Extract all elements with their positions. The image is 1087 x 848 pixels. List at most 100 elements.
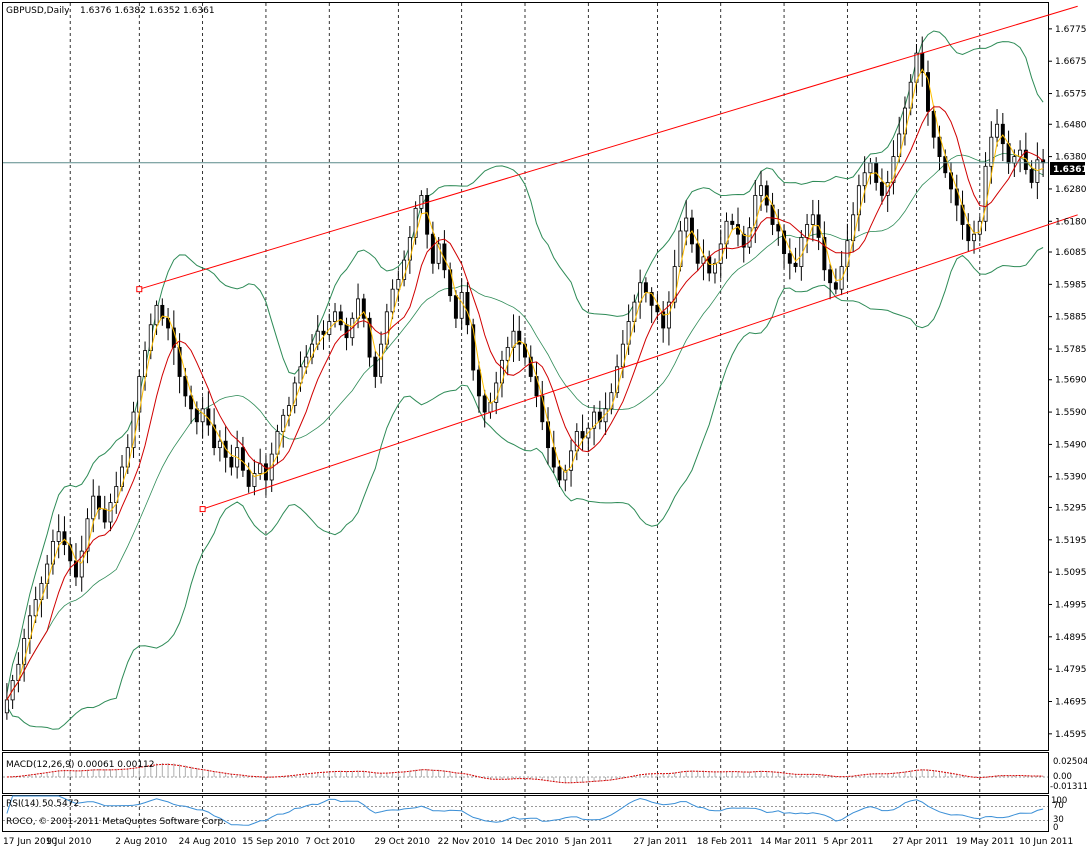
candle-body (989, 136, 994, 167)
candle-body (741, 233, 746, 248)
candle-body (33, 599, 38, 617)
candle-body (569, 450, 574, 471)
time-tick-label: 22 Nov 2010 (438, 837, 496, 847)
candle-body (200, 408, 205, 423)
price-tick-label: 1.5590 (1055, 408, 1087, 418)
price-tick-label: 1.6280 (1055, 185, 1087, 195)
candle-body (189, 395, 194, 410)
price-tick-label: 1.5785 (1055, 345, 1087, 355)
macd-series (3, 763, 1048, 784)
rsi-axis-70: 70 (1053, 801, 1064, 811)
bollinger-bands (6, 30, 1044, 730)
rsi-panel[interactable] (2, 795, 1049, 832)
price-tick-label: 1.5985 (1055, 280, 1087, 290)
candle-body (1018, 149, 1023, 158)
candle-body (1035, 159, 1040, 183)
candle-body (4, 699, 9, 714)
candle-body (471, 324, 476, 371)
candle-body (292, 382, 297, 407)
candle-body (246, 469, 251, 487)
macd-signal-line (6, 763, 1044, 784)
candle-body (85, 518, 90, 552)
ma-fast-line (6, 68, 1044, 701)
rsi-label: RSI(14) 50.5472 (6, 799, 79, 809)
candle-body (177, 346, 182, 377)
time-tick-label: 9 Jul 2010 (46, 837, 91, 847)
price-tick-label: 1.6775 (1055, 25, 1087, 35)
time-tick-label: 15 Sep 2010 (242, 837, 299, 847)
candle-body (252, 473, 257, 487)
candle-body (390, 288, 395, 313)
candle-body (476, 369, 481, 397)
channel-upper (139, 5, 1078, 290)
time-tick-label: 18 Feb 2011 (697, 837, 753, 847)
candle-body (56, 531, 61, 542)
candle-body (563, 469, 568, 481)
ma-slow-line (6, 106, 1044, 701)
price-tick-label: 1.5490 (1055, 440, 1087, 450)
candle-body (1012, 156, 1017, 164)
candle-body (597, 411, 602, 423)
candle-body (926, 72, 930, 112)
candle-body (430, 233, 435, 264)
candle-body (643, 282, 648, 293)
candle-body (425, 195, 430, 235)
candle-body (747, 227, 752, 248)
candle-body (684, 217, 689, 232)
price-channel (136, 5, 1078, 513)
candle-body (557, 466, 562, 481)
candle-body (459, 292, 464, 319)
candle-body (304, 356, 309, 368)
macd-panel[interactable] (2, 752, 1049, 794)
candle-body (551, 447, 556, 468)
candle-body (730, 220, 735, 225)
candle-body (482, 395, 487, 413)
time-tick-label: 14 Mar 2011 (760, 837, 817, 847)
time-tick-label: 24 Aug 2010 (179, 837, 237, 847)
time-tick-label: 17 Jun 2010 (3, 837, 57, 847)
candle-body (517, 330, 522, 345)
rsi-axis-0: 0 (1053, 823, 1058, 833)
candle-body (666, 301, 671, 329)
candle-body (212, 424, 217, 449)
candle-body (154, 304, 159, 326)
price-tick-label: 1.5295 (1055, 503, 1087, 513)
copyright-label: ROCO, © 2001-2011 MetaQuotes Software Co… (6, 817, 226, 827)
main-chart-panel[interactable] (2, 2, 1049, 751)
rsi-line (6, 795, 1044, 826)
candle-body (839, 266, 844, 290)
candle-body (759, 185, 764, 196)
candle-body (712, 262, 717, 274)
candle-body (240, 447, 245, 471)
candle-body (805, 224, 810, 238)
candle-body (505, 346, 510, 361)
time-tick-label: 2 Aug 2010 (115, 837, 167, 847)
channel-anchor (136, 286, 143, 293)
candle-body (321, 330, 326, 335)
candle-body (793, 262, 798, 267)
candle-body (453, 295, 458, 319)
price-tick-label: 1.4795 (1055, 665, 1087, 675)
time-tick-label: 14 Dec 2010 (501, 837, 559, 847)
candle-body (609, 392, 614, 410)
candle-body (22, 638, 27, 665)
candle-body (977, 220, 982, 235)
candle-body (528, 356, 533, 377)
price-tick-label: 1.6675 (1055, 57, 1087, 67)
candle-body (810, 214, 815, 225)
rsi-series (3, 795, 1048, 826)
candle-body (695, 243, 700, 264)
candle-body (862, 172, 867, 187)
candle-body (258, 463, 263, 474)
candle-body (1023, 149, 1028, 170)
candle-body (298, 366, 303, 384)
candle-body (1000, 123, 1005, 145)
candle-body (217, 440, 222, 449)
candle-body (91, 495, 96, 520)
candle-body (102, 508, 107, 523)
candle-body (661, 311, 666, 329)
candle-body (799, 237, 804, 267)
candle-body (972, 233, 977, 242)
